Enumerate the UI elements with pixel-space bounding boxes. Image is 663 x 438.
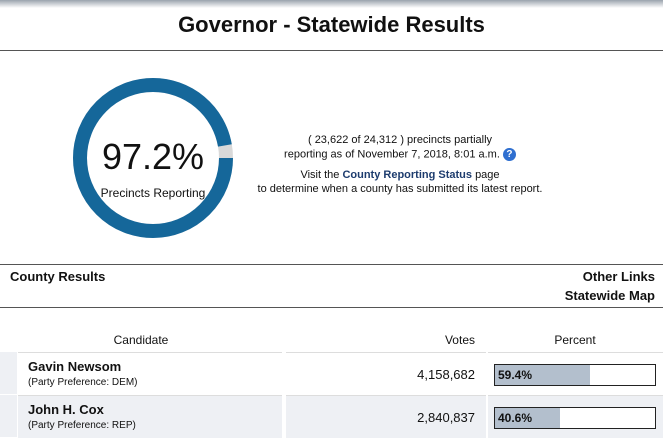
reporting-caption: Precincts Reporting <box>100 186 206 200</box>
row-margin <box>0 395 17 437</box>
column-header: Votes <box>444 333 475 347</box>
candidate-name: Gavin Newsom <box>28 359 122 374</box>
row-cell <box>286 395 486 438</box>
links-title: Other Links <box>582 269 655 284</box>
divider <box>0 50 663 51</box>
party: (Party Preference: DEM) <box>28 377 138 388</box>
percent-bar <box>495 365 591 385</box>
votes: 2,840,837 <box>417 410 475 425</box>
column-header: Percent <box>554 333 596 347</box>
party: (Party Preference: REP) <box>28 420 136 431</box>
donut <box>73 78 233 238</box>
votes: 4,158,682 <box>417 367 475 382</box>
row-cell <box>18 352 282 395</box>
status-line: reporting as of November 7, 2018, 8:01 a… <box>250 148 550 161</box>
section-title: County Results <box>10 269 106 284</box>
percent-label: 59.4% <box>498 368 533 382</box>
reporting-percent: 97.2% <box>101 136 205 177</box>
percent-label: 40.6% <box>498 411 533 425</box>
percent-box: 40.6% <box>494 407 656 429</box>
percent-box: 59.4% <box>494 364 656 386</box>
top-bar <box>0 0 663 8</box>
visit-line: to determine when a county has submitted… <box>257 183 543 195</box>
page-title: Governor - Statewide Results <box>178 12 485 37</box>
divider <box>0 307 663 308</box>
donut-arc <box>73 78 233 238</box>
status-text: reporting as of November 7, 2018, 8:01 a… <box>284 148 500 161</box>
divider <box>0 264 663 265</box>
map-link[interactable]: Statewide Map <box>564 288 655 303</box>
row-cell <box>18 395 282 438</box>
candidate-name: John H. Cox <box>28 402 104 417</box>
status-line: ( 23,622 of 24,312 ) precincts partially <box>307 134 493 146</box>
column-header: Candidate <box>113 333 169 347</box>
visit-text: page <box>475 169 500 181</box>
visit-line: Visit the County Reporting Status page <box>250 169 550 181</box>
percent-bar <box>495 408 560 428</box>
visit-text: Visit the <box>300 169 340 181</box>
row-margin <box>0 352 17 394</box>
help-icon[interactable]: ? <box>502 148 516 161</box>
status-link[interactable]: County Reporting Status <box>342 169 472 181</box>
row-cell <box>286 352 486 395</box>
